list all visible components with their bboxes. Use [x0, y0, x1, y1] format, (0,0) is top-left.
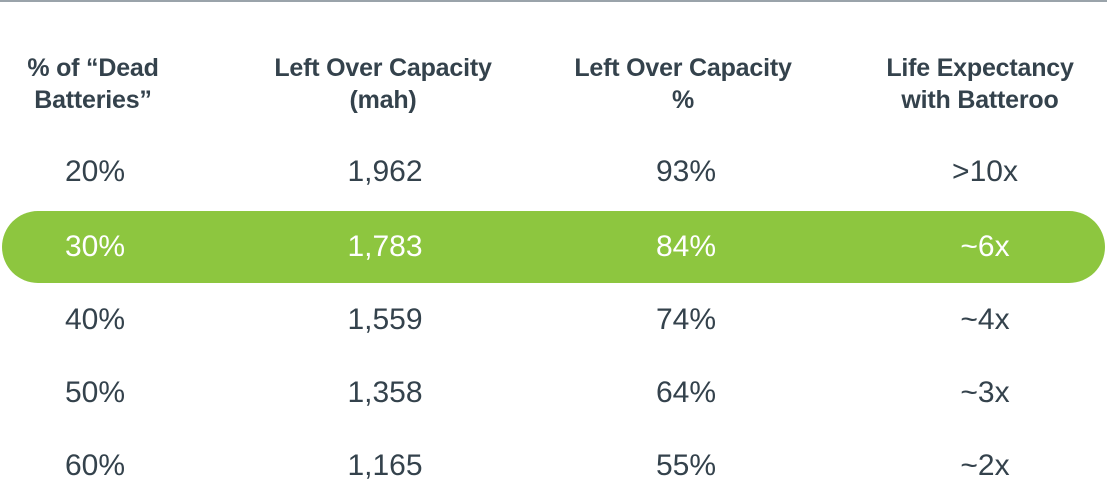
cell-life-expectancy: ~2x	[960, 449, 1010, 482]
cell-dead-percent: 30%	[64, 230, 126, 263]
cell-capacity-percent: 74%	[655, 303, 717, 336]
header-capacity-percent: Left Over Capacity %	[574, 52, 792, 116]
cell-life-expectancy: ~6x	[960, 230, 1010, 263]
table-row: 50% 1,358 64% ~3x	[0, 357, 1107, 429]
header-line: % of “Dead	[27, 54, 159, 82]
cell-life-expectancy: >10x	[952, 155, 1018, 188]
header-dead-batteries: % of “Dead Batteries”	[27, 52, 159, 116]
cell-capacity-percent: 64%	[655, 376, 717, 409]
header-line: Left Over Capacity	[274, 54, 492, 82]
header-line: Life Expectancy	[886, 54, 1074, 82]
cell-capacity-mah: 1,783	[347, 230, 423, 263]
table-row: 40% 1,559 74% ~4x	[0, 284, 1107, 356]
top-divider	[0, 0, 1107, 2]
cell-dead-percent: 20%	[64, 155, 126, 188]
table-header: % of “Dead Batteries” Left Over Capacity…	[0, 52, 1107, 122]
header-life-expectancy: Life Expectancy with Batteroo	[886, 52, 1074, 116]
cell-dead-percent: 40%	[64, 303, 126, 336]
table-row-highlighted: 30% 1,783 84% ~6x	[0, 211, 1107, 283]
cell-dead-percent: 60%	[64, 449, 126, 482]
header-line: %	[671, 86, 695, 114]
cell-capacity-percent: 84%	[655, 230, 717, 263]
highlight-pill	[2, 211, 1105, 283]
cell-capacity-percent: 93%	[655, 155, 717, 188]
header-line: Left Over Capacity	[574, 54, 792, 82]
header-capacity-mah: Left Over Capacity (mah)	[274, 52, 492, 116]
cell-life-expectancy: ~3x	[960, 376, 1010, 409]
header-line: Batteries”	[34, 86, 152, 114]
cell-capacity-mah: 1,962	[347, 155, 423, 188]
cell-dead-percent: 50%	[64, 376, 126, 409]
header-line: (mah)	[349, 86, 417, 114]
table-row: 20% 1,962 93% >10x	[0, 136, 1107, 208]
cell-capacity-mah: 1,559	[347, 303, 423, 336]
header-line: with Batteroo	[901, 86, 1059, 114]
cell-capacity-percent: 55%	[655, 449, 717, 482]
cell-life-expectancy: ~4x	[960, 303, 1010, 336]
cell-capacity-mah: 1,358	[347, 376, 423, 409]
table-row: 60% 1,165 55% ~2x	[0, 430, 1107, 502]
cell-capacity-mah: 1,165	[347, 449, 423, 482]
